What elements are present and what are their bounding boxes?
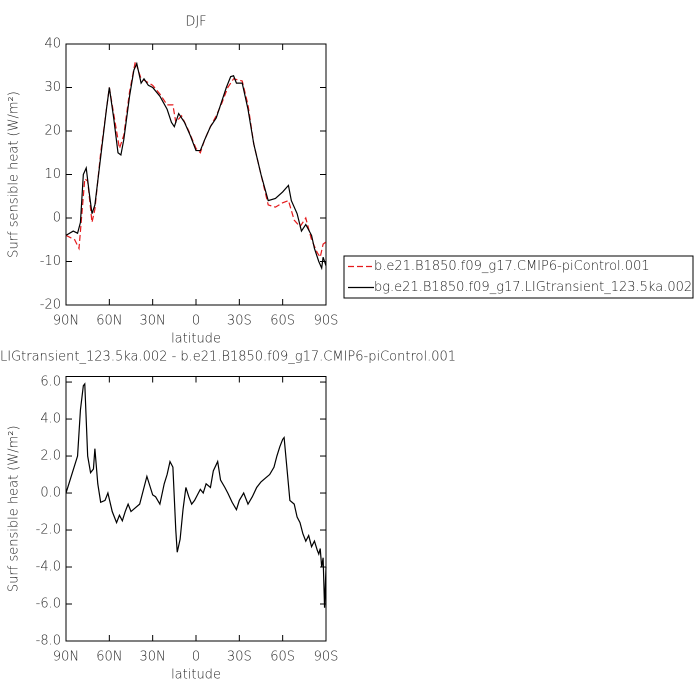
x-tick-label: 30N (140, 650, 166, 665)
y-tick-label: 6.0 (40, 375, 61, 390)
y-tick-label: 30 (44, 80, 61, 95)
x-axis-label: latitude (171, 668, 221, 683)
chart-title: LIGtransient_123.5ka.002 - b.e21.B1850.f… (0, 350, 456, 365)
x-tick-label: 0 (192, 314, 200, 329)
x-tick-label: 30S (227, 314, 252, 329)
chart-title: DJF (185, 15, 206, 30)
x-tick-label: 90S (314, 650, 339, 665)
y-tick-label: -10 (40, 254, 61, 269)
data-line (65, 61, 327, 271)
x-tick-label: 0 (192, 650, 200, 665)
y-tick-label: -6.0 (36, 597, 61, 612)
x-tick-label: 90N (53, 650, 79, 665)
y-tick-label: -8.0 (36, 634, 61, 649)
x-tick-label: 30N (140, 314, 166, 329)
x-tick-label: 60N (96, 314, 122, 329)
legend-label: b.e21.B1850.f09_g17.CMIP6-piControl.001 (374, 259, 650, 274)
data-line (65, 382, 327, 608)
y-axis-label: Surf sensible heat (W/m²) (7, 91, 22, 258)
y-tick-label: -20 (40, 298, 61, 313)
legend-label: bg.e21.B1850.f09_g17.LIGtransient_123.5k… (374, 280, 692, 295)
plot-frame (65, 376, 327, 642)
y-tick-label: 0 (53, 211, 61, 226)
y-tick-label: 20 (44, 124, 61, 139)
x-tick-label: 90N (53, 314, 79, 329)
x-tick-label: 60S (270, 650, 295, 665)
y-axis-label: Surf sensible heat (W/m²) (7, 425, 22, 592)
x-tick-label: 60N (96, 650, 122, 665)
y-tick-label: 4.0 (40, 412, 61, 427)
x-tick-label: 30S (227, 650, 252, 665)
x-tick-label: 90S (314, 314, 339, 329)
y-tick-label: 10 (44, 167, 61, 182)
x-tick-label: 60S (270, 314, 295, 329)
data-line (65, 59, 327, 259)
x-axis-label: latitude (171, 332, 221, 347)
y-tick-label: 0.0 (40, 486, 61, 501)
y-tick-label: 2.0 (40, 449, 61, 464)
y-tick-label: -2.0 (36, 523, 61, 538)
y-tick-label: -4.0 (36, 560, 61, 575)
plot-frame (65, 43, 327, 306)
legend-box (343, 255, 694, 299)
y-tick-label: 40 (44, 37, 61, 52)
